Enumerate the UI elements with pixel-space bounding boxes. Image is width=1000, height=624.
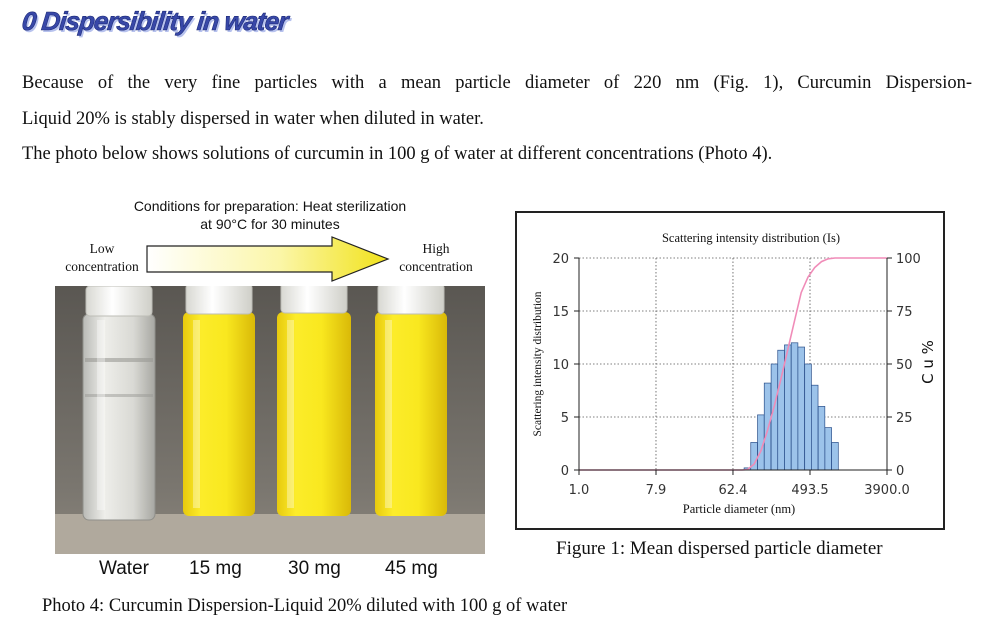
preparation-conditions: Conditions for preparation: Heat sterili… [100, 197, 440, 233]
section-heading: 0 Dispersibility in water [20, 6, 290, 37]
y2-tick-label: 100 [896, 252, 921, 267]
y-tick-label: 5 [561, 411, 569, 426]
conditions-line-1: Conditions for preparation: Heat sterili… [133, 198, 407, 214]
y2-tick-label: 25 [896, 411, 913, 426]
paragraph-line-1: Because of the very fine particles with … [22, 73, 972, 93]
chart-bar [817, 406, 826, 471]
vial-water [82, 286, 156, 521]
vial-45mg [375, 286, 447, 516]
vials-photo [55, 286, 485, 554]
photo-caption: Photo 4: Curcumin Dispersion-Liquid 20% … [42, 596, 568, 616]
high-label-line-2: concentration [399, 259, 473, 274]
x-axis-label: Particle diameter (nm) [683, 502, 795, 516]
vial-30mg [277, 286, 351, 516]
low-concentration-label: Low concentration [58, 240, 146, 276]
particle-size-chart: 0 5 10 15 20 0 25 50 75 100 1.0 7.9 62.4 493.5 3900.0 S… [515, 211, 945, 530]
y-tick-label: 20 [552, 252, 569, 267]
y2-tick-label: 75 [896, 305, 913, 320]
chart-bar [804, 363, 812, 471]
y2-tick-label: 50 [896, 358, 913, 373]
chart-bar [784, 344, 792, 471]
y2-tick-label: 0 [896, 464, 904, 479]
x-tick-label: 62.4 [718, 483, 747, 498]
vial-labels: Water 15 mg 30 mg 45 mg [55, 558, 485, 584]
y-tick-label: 0 [561, 464, 569, 479]
high-label-line-1: High [422, 241, 450, 256]
vial-label-45mg: 45 mg [385, 558, 438, 579]
high-concentration-label: High concentration [388, 240, 484, 276]
paragraph-line-3: The photo below shows solutions of curcu… [22, 144, 773, 164]
y-tick-label: 15 [552, 305, 569, 320]
chart-bar [831, 442, 839, 471]
y2-axis-label: C u % [919, 340, 937, 384]
body-paragraph: Because of the very fine particles with … [22, 66, 972, 173]
x-tick-label: 7.9 [646, 483, 667, 498]
figure-caption: Figure 1: Mean dispersed particle diamet… [556, 538, 883, 559]
x-tick-label: 3900.0 [864, 483, 910, 498]
chart-title: Scattering intensity distribution (Is) [662, 231, 840, 245]
conditions-line-2: at 90°C for 30 minutes [200, 216, 340, 232]
vial-label-30mg: 30 mg [288, 558, 341, 579]
x-tick-label: 493.5 [791, 483, 828, 498]
low-label-line-1: Low [89, 241, 115, 256]
low-label-line-2: concentration [65, 259, 139, 274]
chart-bar [763, 382, 772, 471]
chart-bar [811, 384, 819, 471]
y-tick-label: 10 [552, 358, 569, 373]
x-tick-label: 1.0 [569, 483, 590, 498]
vial-label-water: Water [99, 558, 149, 579]
paragraph-line-2: Liquid 20% is stably dispersed in water … [22, 108, 484, 129]
vial-label-15mg: 15 mg [189, 558, 242, 579]
chart-svg: 0 5 10 15 20 0 25 50 75 100 1.0 7.9 62.4 493.5 3900.0 S… [532, 231, 937, 516]
chart-bar [824, 427, 832, 471]
chart-bar [790, 342, 799, 471]
y-axis-label: Scattering intensity distribution [532, 291, 544, 436]
chart-bar [770, 363, 779, 471]
vial-15mg [183, 286, 255, 516]
concentration-arrow-icon [146, 236, 390, 282]
chart-bar [797, 346, 805, 471]
